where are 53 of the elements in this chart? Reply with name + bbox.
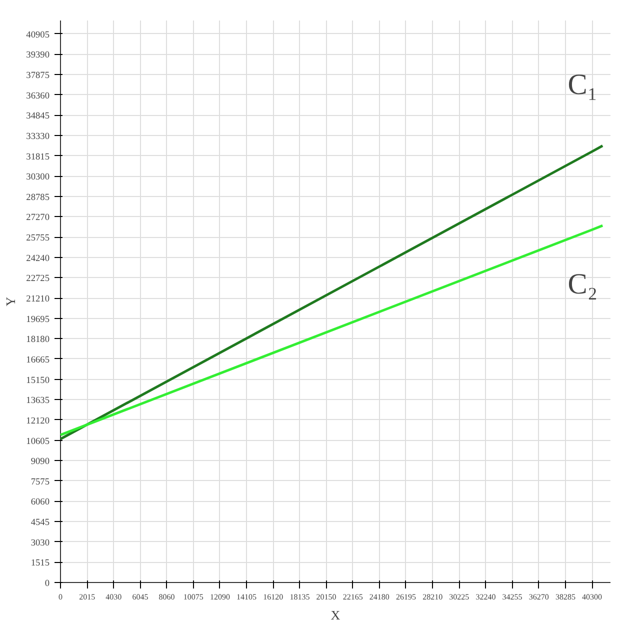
y-tick-label: 18180 [26, 335, 50, 346]
y-tick-label: 25755 [26, 234, 50, 244]
y-tick-label: 39390 [26, 50, 50, 61]
y-tick-label: 1515 [30, 558, 50, 569]
x-tick-label: 32240 [476, 592, 496, 602]
x-tick-label: 26195 [396, 592, 416, 602]
y-tick-label: 19695 [26, 314, 50, 325]
y-axis-title: Y [3, 296, 18, 306]
x-tick-label: 34255 [502, 592, 522, 602]
y-tick-label: 28785 [26, 192, 50, 203]
y-tick-label: 24240 [26, 254, 50, 264]
series-label: C₁ [568, 68, 598, 101]
y-tick-label: 3030 [30, 538, 50, 548]
y-tick-label: 4545 [30, 518, 50, 528]
y-tick-label: 16665 [26, 355, 50, 366]
x-tick-label: 18135 [290, 592, 310, 602]
series-label: C₂ [568, 268, 598, 301]
y-tick-label: 33330 [26, 132, 50, 142]
y-tick-label: 13635 [26, 396, 50, 406]
x-tick-label: 20150 [316, 592, 336, 602]
x-tick-label: 30225 [449, 592, 470, 602]
y-tick-label: 15150 [26, 376, 50, 386]
y-tick-label: 7575 [30, 477, 50, 488]
y-tick-label: 10605 [26, 436, 50, 447]
y-tick-label: 31815 [26, 152, 50, 162]
y-tick-label: 21210 [26, 294, 50, 305]
x-tick-label: 0 [58, 592, 62, 602]
x-tick-label: 4030 [106, 592, 122, 602]
y-tick-label: 27270 [26, 213, 50, 224]
y-tick-label: 22725 [26, 274, 50, 284]
x-axis-title: X [330, 608, 341, 622]
y-tick-label: 30300 [26, 172, 50, 183]
y-tick-label: 40905 [26, 30, 50, 40]
y-tick-label: 36360 [26, 91, 50, 102]
x-tick-label: 36270 [528, 592, 549, 602]
y-tick-label: 6060 [30, 498, 50, 508]
x-tick-label: 2015 [79, 592, 96, 602]
x-tick-label: 12090 [210, 592, 230, 602]
y-tick-label: 0 [44, 579, 50, 589]
y-tick-label: 34845 [26, 112, 50, 122]
y-tick-label: 9090 [30, 457, 50, 468]
x-tick-label: 8060 [158, 592, 175, 602]
x-tick-label: 38285 [555, 592, 576, 602]
x-tick-label: 24180 [369, 592, 390, 602]
x-tick-label: 40300 [582, 592, 602, 602]
y-tick-label: 37875 [26, 70, 50, 81]
y-tick-label: 12120 [26, 416, 50, 426]
x-tick-label: 6045 [132, 592, 148, 602]
x-tick-label: 28210 [422, 592, 443, 602]
x-tick-label: 14105 [236, 592, 257, 602]
x-tick-label: 16120 [263, 592, 284, 602]
x-tick-label: 10075 [183, 592, 204, 602]
x-tick-label: 22165 [342, 592, 363, 602]
